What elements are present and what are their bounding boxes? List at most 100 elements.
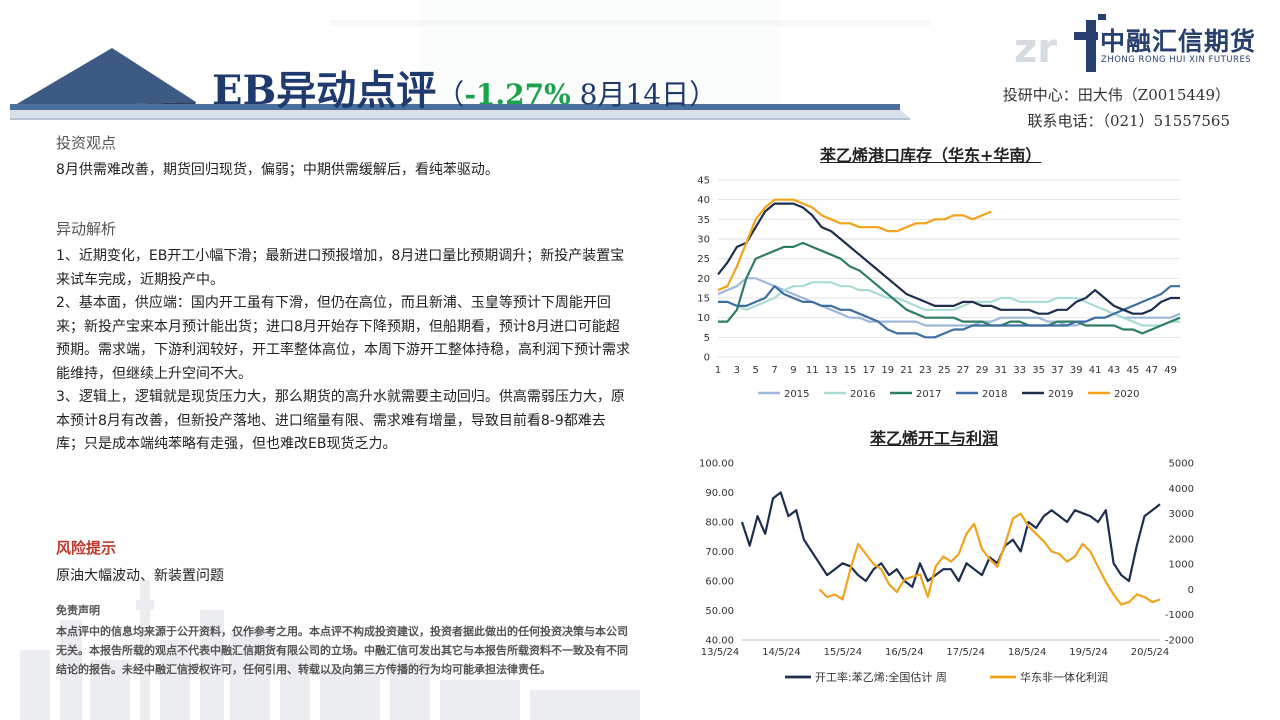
x-tick-label: 3: [734, 365, 740, 376]
analysis-item: 3、逻辑上，逻辑就是现货压力大，那么期货的高升水就需要主动回归。供高需弱压力大，…: [56, 389, 625, 452]
x-tick-label: 18/5/24: [1008, 647, 1047, 658]
y2-tick-label: -1000: [1165, 610, 1194, 621]
y-tick-label: 80.00: [705, 518, 734, 529]
legend-label: 2015: [784, 389, 809, 400]
series-line-profit: [818, 512, 1161, 606]
y-tick-label: 35: [697, 215, 710, 226]
y-tick-label: 100.00: [699, 459, 734, 470]
y-tick-label: 10: [697, 313, 710, 324]
legend-label: 开工率:苯乙烯:全国估计 周: [815, 670, 947, 684]
y2-tick-label: 4000: [1169, 484, 1194, 495]
y2-tick-label: 3000: [1169, 509, 1194, 520]
y2-tick-label: 1000: [1169, 560, 1194, 571]
view-text: 8月供需难改善，期货回归现货，偏弱；中期供需缓解后，看纯苯驱动。: [56, 162, 499, 178]
x-tick-label: 37: [1051, 365, 1064, 376]
x-tick-label: 19: [881, 365, 894, 376]
x-tick-label: 19/5/24: [1069, 647, 1108, 658]
y-tick-label: 15: [697, 294, 710, 305]
analyst-line: 投研中心：田大伟（Z0015449）: [1002, 86, 1230, 104]
chart1-title: 苯乙烯港口库存（华东+华南）: [820, 146, 1042, 165]
x-tick-label: 15: [844, 365, 857, 376]
analysis-item: 1、近期变化，EB开工小幅下滑；最新进口预报增加，8月进口量比预期调升；新投产装…: [56, 248, 625, 288]
x-tick-label: 13/5/24: [701, 647, 740, 658]
y-tick-label: 40.00: [705, 636, 734, 647]
x-tick-label: 39: [1070, 365, 1083, 376]
analysis-list: 1、近期变化，EB开工小幅下滑；最新进口预报增加，8月进口量比预期调升；新投产装…: [56, 245, 630, 457]
series-line-2019: [717, 202, 1180, 315]
title-main: EB异动点评: [212, 67, 437, 114]
y2-tick-label: 2000: [1169, 534, 1194, 545]
y-tick-label: 0: [704, 353, 710, 364]
x-tick-label: 1: [715, 365, 721, 376]
legend-label: 2016: [850, 389, 875, 400]
x-tick-label: 31: [994, 365, 1007, 376]
x-tick-label: 13: [825, 365, 838, 376]
chart-operating-profit: 40.00 50.00 60.00 70.00 80.00 90.00 100.00 -200…: [699, 459, 1194, 685]
x-tick-label: 17: [862, 365, 875, 376]
x-tick-label: 23: [919, 365, 932, 376]
risk-text: 原油大幅波动、新装置问题: [56, 568, 224, 584]
logo-letters: zr: [1014, 26, 1057, 72]
disclaimer-text: 本点评中的信息均来源于公开资料，仅作参考之用。本点评不构成投资建议，投资者据此做…: [56, 625, 628, 676]
y-tick-label: 60.00: [705, 577, 734, 588]
x-tick-label: 49: [1164, 365, 1177, 376]
legend-label: 2019: [1048, 389, 1073, 400]
series-line-2020: [717, 198, 992, 292]
y-tick-label: 20: [697, 274, 710, 285]
x-tick-label: 29: [976, 365, 989, 376]
page-title: EB异动点评（-1.27% 8月14日）: [212, 58, 718, 114]
x-tick-label: 20/5/24: [1131, 647, 1170, 658]
y-tick-label: 50.00: [705, 606, 734, 617]
x-tick-label: 27: [957, 365, 970, 376]
x-tick-label: 17/5/24: [946, 647, 985, 658]
phone-line: 联系电话：（021）51557565: [1027, 112, 1230, 130]
x-tick-label: 11: [806, 365, 819, 376]
legend-label: 2018: [982, 389, 1007, 400]
logo-cn-text: 中融汇信期货: [1100, 27, 1257, 56]
logo-en-text: ZHONG RONG HUI XIN FUTURES: [1101, 55, 1252, 65]
risk-title: 风险提示: [56, 539, 117, 557]
y2-tick-label: 0: [1188, 585, 1194, 596]
y-tick-label: 90.00: [705, 488, 734, 499]
disclaimer-title: 免责声明: [56, 604, 100, 617]
legend-label: 2020: [1114, 389, 1139, 400]
y-tick-label: 45: [697, 176, 710, 187]
series-line-2016: [718, 281, 1180, 327]
x-tick-label: 33: [1013, 365, 1026, 376]
y-tick-label: 40: [697, 195, 710, 206]
title-paren-open: （: [436, 78, 465, 111]
analysis-item: 2、基本面，供应端：国内开工虽有下滑，但仍在高位，而且新浦、玉皇等预计下周能开回…: [56, 295, 630, 382]
x-tick-label: 14/5/24: [762, 647, 801, 658]
analysis-title: 异动解析: [56, 220, 117, 238]
x-tick-label: 7: [771, 365, 777, 376]
x-tick-label: 41: [1089, 365, 1102, 376]
y-tick-label: 25: [697, 254, 710, 265]
company-logo: zr: [1014, 14, 1106, 72]
x-tick-label: 15/5/24: [824, 647, 863, 658]
view-title: 投资观点: [56, 134, 117, 152]
y-tick-label: 30: [697, 235, 710, 246]
x-tick-label: 35: [1032, 365, 1045, 376]
y2-tick-label: 5000: [1169, 459, 1194, 470]
chart2-title: 苯乙烯开工与利润: [870, 429, 999, 448]
x-tick-label: 21: [900, 365, 913, 376]
title-change-pct: -1.27%: [464, 78, 571, 111]
x-tick-label: 5: [753, 365, 759, 376]
skyline-watermark: [20, 580, 640, 720]
x-tick-label: 25: [938, 365, 951, 376]
x-tick-label: 9: [790, 365, 796, 376]
x-tick-label: 47: [1145, 365, 1158, 376]
y-tick-label: 70.00: [705, 547, 734, 558]
x-tick-label: 43: [1108, 365, 1121, 376]
title-date: 8月14日）: [570, 78, 718, 111]
legend-label: 华东非一体化利润: [1020, 670, 1108, 684]
y2-tick-label: -2000: [1165, 636, 1194, 647]
analyst-info: 投研中心：田大伟（Z0015449） 联系电话：（021）51557565: [1003, 82, 1230, 134]
header-background: [0, 0, 1280, 130]
legend-label: 2017: [916, 389, 941, 400]
series-line-2018: [718, 285, 1180, 339]
y-tick-label: 5: [704, 333, 710, 344]
series-line-2017: [718, 241, 1181, 335]
x-tick-label: 16/5/24: [885, 647, 924, 658]
